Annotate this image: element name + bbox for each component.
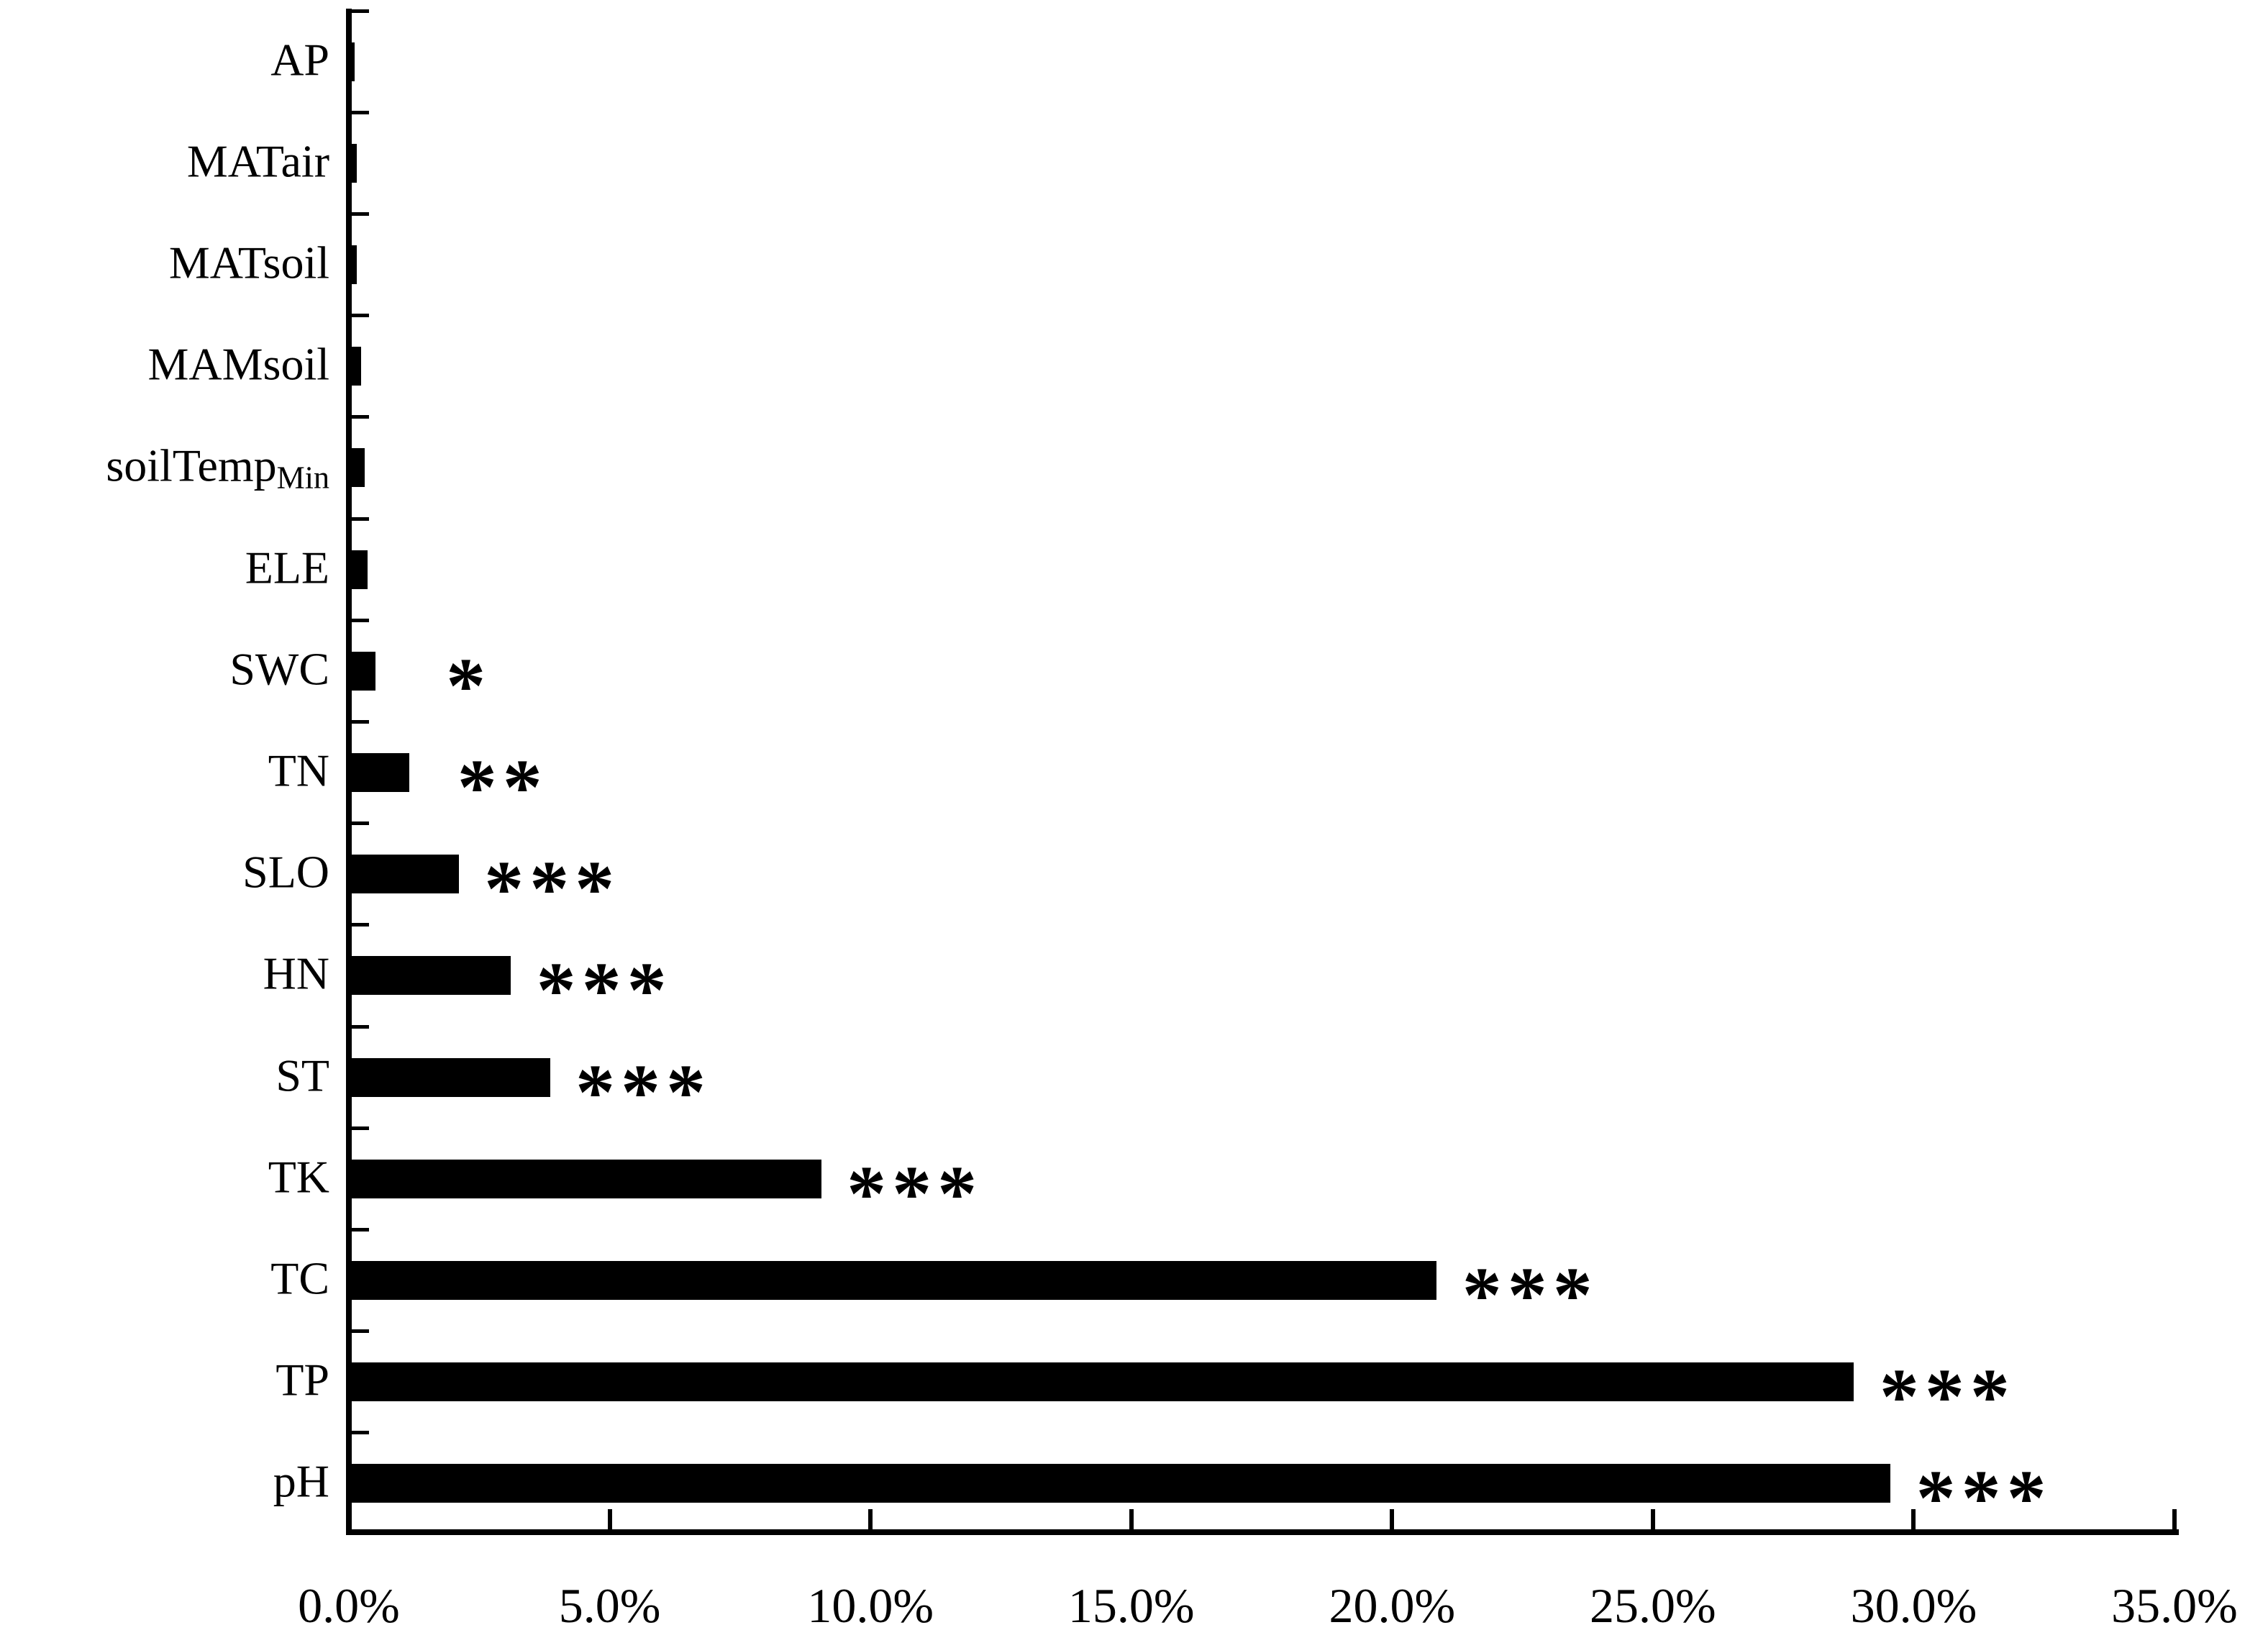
significance-stars-text: *** [1462, 1250, 1598, 1339]
bar-TP [352, 1362, 1854, 1402]
y-axis-label-TP: TP [275, 1357, 329, 1403]
bar-TN [352, 753, 409, 792]
significance-stars-text: * [446, 641, 492, 729]
bar-SLO [352, 855, 459, 894]
x-axis-tick-35.0% [2172, 1509, 2177, 1529]
bar-SWC [352, 651, 375, 691]
significance-stars-TP: *** [1880, 1342, 2016, 1436]
y-axis-boundary-tick [352, 9, 369, 13]
category-label-text: TC [270, 1252, 329, 1304]
y-axis-label-MAMsoil: MAMsoil [147, 338, 330, 390]
category-label-text: MATsoil [168, 237, 329, 288]
y-axis-label-soilTempMin: soilTempMin [106, 440, 329, 493]
significance-stars-text: ** [457, 742, 548, 831]
y-axis-boundary-tick [352, 1431, 369, 1435]
y-axis-label-MATair: MATair [187, 138, 329, 184]
y-axis-label-pH: pH [273, 1455, 329, 1507]
y-axis-boundary-tick [352, 415, 369, 419]
category-label-text: TP [275, 1354, 329, 1406]
significance-stars-text: *** [484, 844, 621, 932]
category-label-text: SWC [229, 643, 329, 695]
category-label-text: MATair [186, 135, 329, 187]
x-axis-tick-label-0.0%: 0.0% [298, 1578, 400, 1633]
x-axis-tick-label-15.0%: 15.0% [1067, 1578, 1195, 1633]
significance-stars-text: *** [575, 1047, 712, 1136]
y-axis-boundary-tick [352, 314, 369, 318]
category-label-text: TN [268, 745, 329, 796]
x-axis-tick-15.0% [1129, 1509, 1134, 1529]
significance-stars-SLO: *** [484, 834, 620, 928]
category-label-text: AP [270, 34, 329, 86]
bar-soilTempMin [352, 448, 365, 488]
x-axis-line [346, 1529, 2179, 1535]
category-label-text: ST [275, 1050, 329, 1101]
x-axis-tick-20.0% [1390, 1509, 1395, 1529]
y-axis-boundary-tick [352, 923, 369, 927]
x-axis-tick-label-25.0%: 25.0% [1590, 1578, 1716, 1633]
y-axis-label-ELE: ELE [245, 545, 329, 591]
bar-TC [352, 1261, 1437, 1300]
category-label-text: ELE [245, 542, 329, 593]
y-axis-label-SWC: SWC [229, 646, 329, 692]
x-axis-tick-label-5.0%: 5.0% [558, 1578, 661, 1633]
significance-stars-ST: *** [575, 1038, 711, 1131]
y-axis-label-TN: TN [268, 747, 329, 793]
category-label-text: MAMsoil [147, 338, 330, 390]
bar-MATsoil [352, 245, 357, 284]
y-axis-label-ST: ST [275, 1052, 329, 1098]
y-axis-boundary-tick [352, 1126, 369, 1130]
bar-ELE [352, 550, 368, 589]
bar-TK [352, 1159, 821, 1198]
category-label-text: TK [268, 1151, 329, 1203]
y-axis-label-SLO: SLO [242, 846, 329, 898]
bar-HN [352, 956, 511, 996]
significance-stars-TN: ** [457, 733, 548, 827]
y-axis-boundary-tick [352, 1329, 369, 1334]
significance-stars-SWC: * [446, 632, 491, 725]
x-axis-tick-label-20.0%: 20.0% [1329, 1578, 1456, 1633]
y-axis-boundary-tick [352, 618, 369, 622]
category-label-text: soilTemp [106, 440, 277, 491]
x-axis-tick-30.0% [1911, 1509, 1916, 1529]
significance-stars-TC: *** [1462, 1241, 1598, 1334]
significance-stars-text: *** [847, 1149, 983, 1237]
x-axis-tick-label-10.0%: 10.0% [807, 1578, 934, 1633]
y-axis-boundary-tick [352, 719, 369, 724]
y-axis-boundary-tick [352, 1227, 369, 1232]
y-axis-label-TC: TC [270, 1255, 329, 1301]
category-label-text: HN [263, 947, 329, 999]
category-label-text: SLO [242, 846, 329, 898]
significance-stars-text: *** [1879, 1352, 2016, 1440]
x-axis-tick-25.0% [1650, 1509, 1655, 1529]
category-label-text: pH [273, 1455, 329, 1507]
y-axis-label-MATsoil: MATsoil [169, 240, 329, 286]
y-axis-boundary-tick [352, 1024, 369, 1029]
y-axis-label-TK: TK [268, 1154, 329, 1200]
bar-MATair [352, 143, 357, 183]
y-axis-boundary-tick [352, 821, 369, 826]
bar-ST [352, 1057, 550, 1097]
y-axis-label-AP: AP [270, 37, 329, 83]
significance-stars-pH: *** [1916, 1444, 2052, 1537]
category-label-subscript: Min [276, 460, 329, 496]
y-axis-boundary-tick [352, 516, 369, 521]
x-axis-tick-5.0% [607, 1509, 612, 1529]
y-axis-line [346, 9, 352, 1535]
significance-stars-TK: *** [847, 1139, 983, 1233]
significance-stars-text: *** [1916, 1454, 2052, 1542]
y-axis-label-HN: HN [263, 947, 329, 999]
y-axis-boundary-tick [352, 110, 369, 114]
x-axis-tick-10.0% [868, 1509, 873, 1529]
bar-pH [352, 1464, 1891, 1503]
bar-AP [352, 42, 355, 81]
significance-stars-HN: *** [537, 936, 673, 1029]
significance-stars-text: *** [536, 946, 673, 1034]
y-axis-boundary-tick [352, 211, 369, 216]
x-axis-tick-label-35.0%: 35.0% [2111, 1578, 2238, 1633]
x-axis-tick-label-30.0%: 30.0% [1850, 1578, 1977, 1633]
bar-MAMsoil [352, 347, 362, 386]
